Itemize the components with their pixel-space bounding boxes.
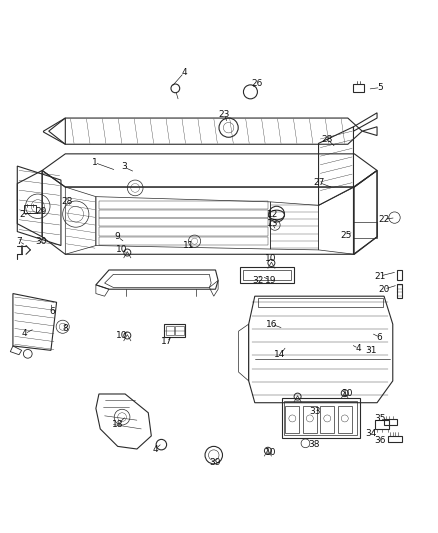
- Text: 16: 16: [265, 320, 277, 329]
- Text: 4: 4: [22, 329, 28, 338]
- Text: 22: 22: [378, 215, 390, 224]
- Text: 33: 33: [309, 407, 321, 416]
- Text: 28: 28: [321, 134, 333, 143]
- Text: 31: 31: [365, 346, 377, 355]
- Text: 10: 10: [265, 448, 276, 457]
- Text: 12: 12: [267, 211, 278, 220]
- Text: 10: 10: [117, 331, 128, 340]
- Text: 3: 3: [121, 163, 127, 172]
- Text: 29: 29: [35, 207, 46, 216]
- Text: 6: 6: [377, 333, 382, 342]
- Text: 26: 26: [252, 79, 263, 88]
- Text: 13: 13: [266, 219, 278, 228]
- Text: 25: 25: [341, 231, 352, 239]
- Text: 2: 2: [20, 211, 25, 220]
- Text: 20: 20: [378, 285, 390, 294]
- Text: 17: 17: [161, 337, 173, 346]
- Text: 10: 10: [265, 254, 276, 263]
- Text: 4: 4: [181, 68, 187, 77]
- Text: 10: 10: [117, 245, 128, 254]
- Text: 30: 30: [35, 237, 46, 246]
- Text: 35: 35: [374, 414, 385, 423]
- Text: 28: 28: [61, 197, 73, 206]
- Text: 27: 27: [314, 178, 325, 187]
- Text: 21: 21: [374, 272, 385, 280]
- Text: 1: 1: [92, 158, 97, 167]
- Text: 4: 4: [153, 445, 159, 454]
- Text: 19: 19: [265, 276, 276, 285]
- Text: 38: 38: [308, 440, 320, 449]
- Text: 39: 39: [209, 458, 220, 466]
- Text: 36: 36: [374, 436, 385, 445]
- Text: 6: 6: [49, 306, 55, 316]
- Text: 11: 11: [183, 241, 194, 250]
- Text: 9: 9: [115, 232, 120, 241]
- Text: 7: 7: [16, 237, 22, 246]
- Text: 8: 8: [63, 324, 68, 333]
- Text: 14: 14: [275, 350, 286, 359]
- Text: 23: 23: [219, 110, 230, 119]
- Text: 5: 5: [378, 83, 383, 92]
- Text: 32: 32: [253, 276, 264, 285]
- Text: 18: 18: [112, 420, 124, 429]
- Text: 34: 34: [365, 429, 377, 438]
- Text: 10: 10: [342, 390, 353, 399]
- Text: 4: 4: [356, 344, 361, 353]
